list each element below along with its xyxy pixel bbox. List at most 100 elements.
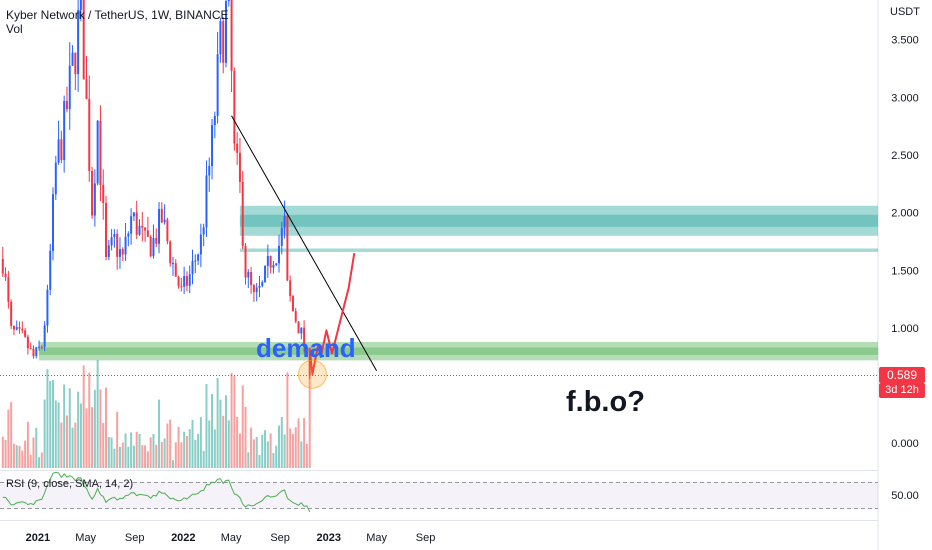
time-tick: 2022: [171, 532, 195, 544]
volume-bar: [4, 439, 7, 468]
candle-body: [46, 289, 49, 326]
candle-body: [247, 271, 250, 278]
candle: [272, 260, 275, 274]
volume-bar: [121, 442, 124, 468]
candle-body: [238, 152, 241, 183]
volume-bar: [305, 443, 308, 468]
volume-bar: [93, 389, 96, 468]
candle: [7, 270, 10, 309]
time-tick: May: [221, 532, 242, 544]
volume-bar: [40, 452, 43, 468]
candle-body: [227, 0, 230, 2]
volume-bar: [252, 439, 255, 468]
volume-bar: [247, 452, 250, 468]
volume-bar: [15, 445, 18, 468]
volume-bar: [303, 417, 306, 468]
volume-bar: [26, 421, 29, 468]
candle: [289, 275, 292, 302]
volume-bar: [185, 436, 188, 468]
candle-body: [264, 265, 267, 283]
candle-body: [155, 238, 158, 244]
candle-body: [26, 336, 29, 349]
candle: [93, 169, 96, 227]
candle-body: [107, 245, 110, 257]
volume-bar: [7, 409, 10, 468]
candle-body: [12, 325, 15, 330]
candle: [258, 275, 261, 298]
candle: [238, 137, 241, 193]
volume-bar: [79, 403, 82, 468]
fbo-circle: [297, 359, 327, 389]
candle-body: [269, 255, 272, 268]
volume-bar: [18, 445, 21, 468]
candle-body: [7, 277, 10, 302]
chart-legend: Kyber Network / TetherUS, 1W, BINANCE Vo…: [6, 8, 229, 36]
candle: [91, 166, 94, 219]
candle-body: [96, 120, 99, 184]
volume-bar: [264, 430, 267, 468]
time-tick: Sep: [270, 532, 290, 544]
volume-bar: [54, 400, 57, 468]
volume-legend: Vol: [6, 22, 23, 36]
candle-body: [236, 143, 239, 153]
candle-body: [294, 311, 297, 322]
candle: [24, 327, 27, 338]
candle: [10, 299, 13, 329]
candle-body: [141, 225, 144, 228]
candle: [211, 119, 214, 180]
volume-bar: [219, 399, 222, 468]
candle-body: [169, 241, 172, 264]
candle-body: [300, 327, 303, 334]
candle-body: [32, 348, 35, 357]
volume-bar: [155, 444, 158, 468]
volume-bar: [77, 391, 80, 468]
candle: [224, 0, 227, 68]
volume-bar: [211, 394, 214, 468]
zone-2: [239, 248, 879, 252]
volume-bar: [169, 419, 172, 468]
volume-layer: [1, 360, 311, 468]
volume-bar: [57, 402, 60, 468]
candle-body: [15, 327, 18, 330]
candle: [264, 265, 267, 283]
candle: [291, 294, 294, 312]
candle: [174, 259, 177, 277]
candle-body: [188, 274, 191, 286]
last-price-tag: 0.589: [879, 367, 925, 383]
candle-body: [54, 162, 57, 195]
candle-body: [244, 246, 247, 278]
candle-body: [183, 276, 186, 287]
volume-bar: [138, 433, 141, 468]
volume-bar: [88, 372, 91, 468]
candle-body: [185, 276, 188, 286]
volume-bar: [183, 431, 186, 468]
candle: [180, 277, 183, 292]
candle-body: [291, 296, 294, 312]
candle-layer: [1, 0, 311, 380]
candle: [135, 200, 138, 239]
candle: [18, 321, 21, 334]
candle: [121, 247, 124, 262]
candle: [52, 187, 55, 261]
time-tick: 2023: [317, 532, 341, 544]
candle-body: [174, 263, 177, 277]
candle-body: [261, 282, 264, 286]
price-tick: 3.500: [891, 35, 919, 47]
candle-body: [43, 325, 46, 347]
candle-body: [105, 202, 108, 257]
candle: [116, 229, 119, 270]
candle-body: [71, 52, 74, 66]
volume-bar: [116, 411, 119, 468]
candle-body: [213, 115, 216, 126]
volume-bar: [21, 450, 24, 468]
volume-bar: [10, 402, 13, 468]
volume-bar: [35, 427, 38, 468]
candle-body: [10, 301, 13, 326]
candle-body: [138, 225, 141, 235]
candle: [303, 320, 306, 353]
candle: [277, 234, 280, 273]
candle-body: [297, 321, 300, 334]
candle: [261, 280, 264, 288]
candle-body: [68, 65, 71, 110]
